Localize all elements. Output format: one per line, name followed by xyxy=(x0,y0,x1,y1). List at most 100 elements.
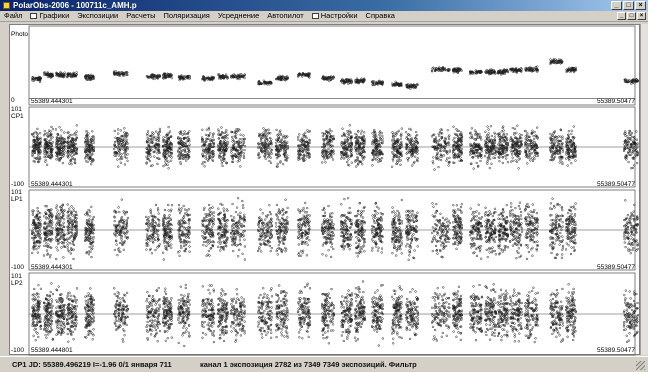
data-point xyxy=(448,156,451,159)
data-point xyxy=(68,162,71,165)
menu-polarization[interactable]: Поляризация xyxy=(160,11,214,21)
data-point xyxy=(395,81,398,85)
data-point xyxy=(269,156,272,159)
maximize-button[interactable]: □ xyxy=(623,1,634,10)
data-point xyxy=(47,153,51,156)
menu-calculations[interactable]: Расчеты xyxy=(122,11,159,21)
data-point xyxy=(186,151,189,154)
data-point xyxy=(204,133,208,137)
data-point xyxy=(530,66,533,70)
data-point xyxy=(154,75,158,78)
data-point xyxy=(275,157,279,160)
data-point xyxy=(346,129,349,133)
data-point xyxy=(415,84,418,87)
data-point xyxy=(306,129,309,132)
data-point xyxy=(66,141,69,144)
data-point xyxy=(69,160,73,163)
mdi-close-button[interactable]: × xyxy=(637,12,646,20)
data-point xyxy=(89,159,92,162)
data-point xyxy=(242,134,245,137)
data-point xyxy=(520,133,523,137)
data-point xyxy=(380,156,384,160)
menu-help[interactable]: Справка xyxy=(362,11,399,21)
data-point xyxy=(72,73,75,76)
data-point xyxy=(150,75,153,78)
data-point xyxy=(36,146,39,150)
data-point xyxy=(346,132,349,135)
data-point xyxy=(549,158,552,162)
data-point xyxy=(224,73,228,76)
menu-charts[interactable]: Графики xyxy=(26,11,73,21)
data-point xyxy=(85,74,88,77)
data-point xyxy=(517,158,520,161)
data-point xyxy=(220,158,223,162)
data-point xyxy=(524,137,527,141)
plot-area[interactable]: Photo 0 55389.444301 55389.50477 101 CP1… xyxy=(9,24,640,356)
data-point xyxy=(162,74,165,77)
data-point xyxy=(519,69,523,73)
data-point xyxy=(456,71,459,74)
mdi-minimize-button[interactable]: _ xyxy=(617,12,626,20)
data-point xyxy=(45,140,49,144)
data-point xyxy=(560,61,564,64)
menu-autopilot[interactable]: Автопилот xyxy=(263,11,308,21)
data-point xyxy=(32,238,35,242)
data-point xyxy=(484,139,487,142)
data-point xyxy=(152,132,155,135)
data-point xyxy=(90,78,93,81)
close-button[interactable]: × xyxy=(635,1,646,10)
data-point xyxy=(286,154,289,157)
data-point xyxy=(50,125,53,129)
data-point xyxy=(185,159,188,162)
data-point xyxy=(413,155,417,158)
data-point xyxy=(489,70,492,74)
mdi-restore-button[interactable]: □ xyxy=(627,12,636,20)
data-point xyxy=(552,149,555,152)
data-point xyxy=(87,149,90,152)
data-point xyxy=(257,82,260,86)
data-point xyxy=(70,133,73,137)
data-point xyxy=(50,142,53,146)
data-point xyxy=(400,82,403,85)
data-point xyxy=(327,147,330,151)
data-point xyxy=(412,83,415,87)
data-point xyxy=(123,131,126,134)
data-point xyxy=(528,69,532,72)
data-point xyxy=(86,142,89,145)
data-point xyxy=(392,82,396,86)
data-point xyxy=(158,134,161,137)
data-point xyxy=(67,72,70,75)
data-point xyxy=(242,156,246,160)
data-point xyxy=(570,129,573,132)
data-point xyxy=(328,128,331,131)
data-point xyxy=(162,136,165,139)
data-point xyxy=(62,138,65,141)
data-point xyxy=(267,128,270,131)
data-point xyxy=(51,136,54,139)
data-point xyxy=(66,131,69,134)
menu-file[interactable]: Файл xyxy=(0,11,26,21)
data-point xyxy=(483,155,487,158)
data-point xyxy=(31,154,34,157)
data-point xyxy=(488,166,491,170)
data-point xyxy=(558,161,561,164)
data-point xyxy=(83,157,87,160)
data-point xyxy=(148,159,152,163)
data-point xyxy=(35,76,38,80)
data-point xyxy=(505,133,509,136)
menu-settings[interactable]: Настройки xyxy=(308,11,362,21)
data-point xyxy=(452,71,455,74)
menu-exposures[interactable]: Экспозиции xyxy=(73,11,122,21)
data-point xyxy=(167,125,170,129)
data-point xyxy=(179,76,183,79)
data-point xyxy=(91,158,95,161)
data-point xyxy=(117,154,120,157)
menu-averaging[interactable]: Усреднение xyxy=(214,11,263,21)
data-point xyxy=(92,139,95,143)
data-point xyxy=(86,145,89,149)
data-point xyxy=(69,144,72,147)
data-point xyxy=(635,130,638,133)
data-point xyxy=(286,76,290,79)
minimize-button[interactable]: _ xyxy=(611,1,622,10)
data-point xyxy=(45,73,48,77)
